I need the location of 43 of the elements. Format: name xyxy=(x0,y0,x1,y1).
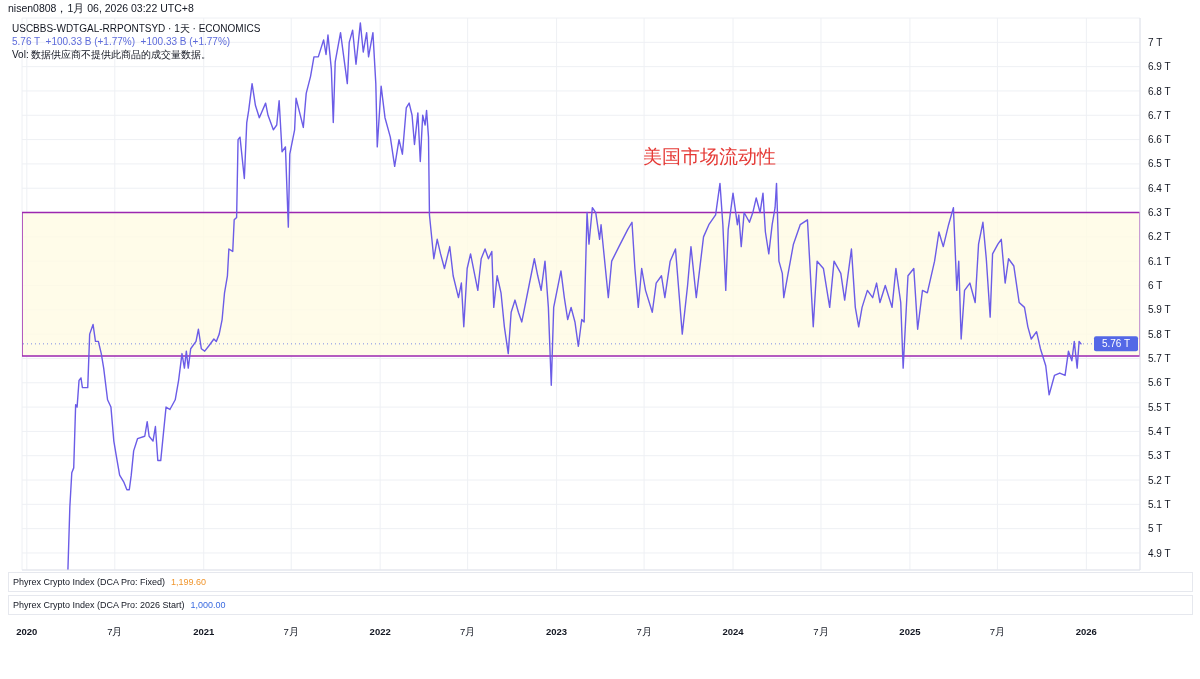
y-tick-label: 6.3 T xyxy=(1148,207,1171,219)
y-tick-label: 6.6 T xyxy=(1148,134,1171,146)
y-tick-label: 5.9 T xyxy=(1148,304,1171,316)
y-tick-label: 5.5 T xyxy=(1148,401,1171,413)
x-tick-label: 2022 xyxy=(369,625,391,637)
pane-frame: Phyrex Crypto Index (DCA Pro: 2026 Start) 1,000.00 xyxy=(8,595,1193,615)
x-tick-label: 7月 xyxy=(107,625,123,637)
y-tick-label: 6.2 T xyxy=(1148,231,1171,243)
x-tick-label: 2026 xyxy=(1075,625,1097,637)
ref-line-label: 5.76 T xyxy=(1101,338,1131,350)
y-tick-label: 6.7 T xyxy=(1148,109,1171,121)
text: USCBBS-WDTGAL-RRPONTSYD · 1天 · ECONOMICS xyxy=(12,23,261,35)
y-tick-label: 5.7 T xyxy=(1148,352,1171,364)
y-tick-label: 5.8 T xyxy=(1148,328,1171,340)
y-tick-label: 7 T xyxy=(1148,36,1163,48)
y-tick-label: 5.4 T xyxy=(1148,425,1171,437)
y-tick-label: 5.2 T xyxy=(1148,474,1171,486)
y-tick-label: 5.3 T xyxy=(1148,450,1171,462)
annotation: 美国市场流动性 xyxy=(643,146,776,169)
x-tick-label: 7月 xyxy=(813,625,829,637)
x-tick-label: 7月 xyxy=(989,625,1006,637)
x-tick-label: 2024 xyxy=(722,625,745,637)
y-tick-label: 6.9 T xyxy=(1148,61,1171,73)
pane-frame: Phyrex Crypto Index (DCA Pro: Fixed) 1,199.60 xyxy=(8,572,1193,592)
y-tick-label: 6 T xyxy=(1148,280,1163,292)
y-tick-label: 4.9 T xyxy=(1148,547,1171,559)
annotation: Vol: 数据供应商不提供此商品的成交量数据。 xyxy=(12,49,212,61)
y-tick-label: 5.1 T xyxy=(1148,498,1171,510)
text: 5.76 T +100.33 B (+1.77%) +100.33 B (+1.77%) xyxy=(12,36,231,48)
y-tick-label: 5 T xyxy=(1148,523,1163,535)
x-tick-label: 7月 xyxy=(283,625,299,637)
x-tick-label: 2023 xyxy=(546,625,568,637)
text: nisen0808，1月 06, 2026 03:22 UTC+8 xyxy=(8,2,194,15)
y-tick-label: 6.1 T xyxy=(1148,255,1171,267)
y-tick-label: 6.5 T xyxy=(1148,158,1171,170)
x-tick-label: 2025 xyxy=(899,625,922,637)
x-tick-label: 7月 xyxy=(460,625,476,637)
y-tick-label: 5.6 T xyxy=(1148,377,1171,389)
y-tick-label: 6.8 T xyxy=(1148,85,1171,97)
x-tick-label: 7月 xyxy=(636,625,652,637)
x-tick-label: 2020 xyxy=(16,625,38,637)
x-tick-label: 2021 xyxy=(193,625,216,637)
y-tick-label: 6.4 T xyxy=(1148,182,1171,194)
